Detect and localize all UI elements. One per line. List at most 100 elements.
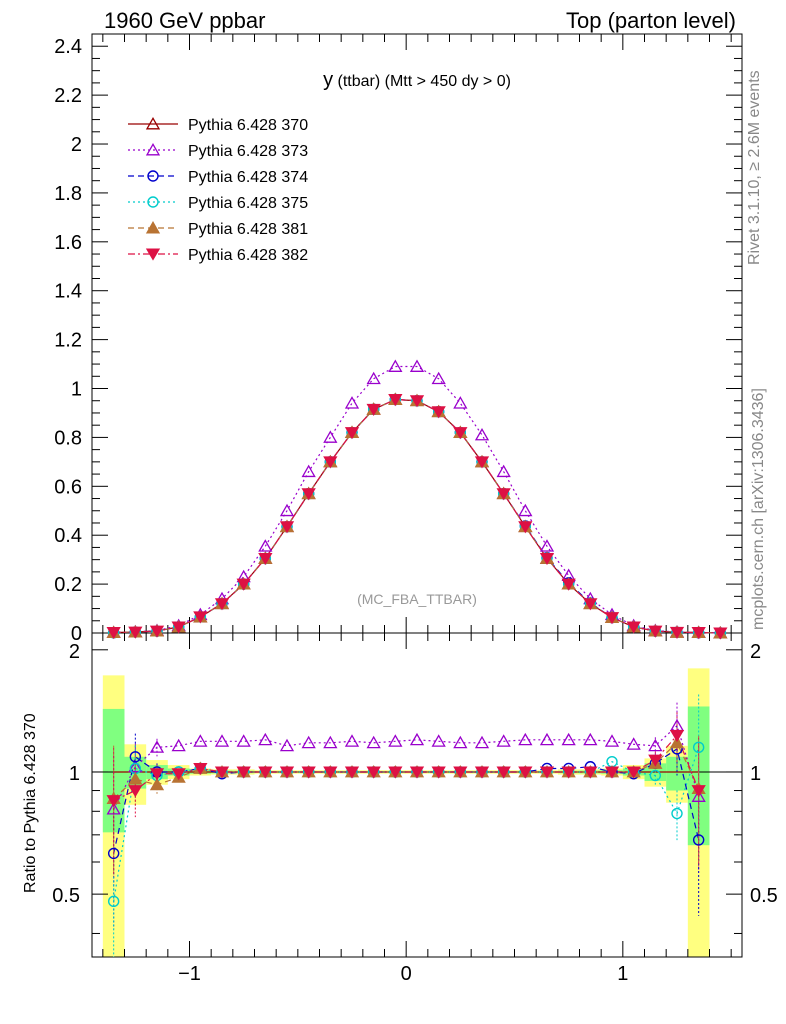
main-y-tick-label: 0.8 bbox=[54, 427, 82, 449]
data-point bbox=[431, 371, 446, 385]
data-point bbox=[648, 625, 663, 638]
data-point bbox=[344, 427, 360, 440]
ratio-point bbox=[149, 740, 165, 753]
x-tick-label: 0 bbox=[401, 963, 412, 985]
data-point bbox=[149, 625, 165, 638]
chart-text: 0 0.2 0.4 0.6 0.8 1 1.2 1.4 1.6 1.8 2 2.2 2.4 0.5 0.5 1… bbox=[52, 36, 778, 985]
ratio-point bbox=[561, 766, 576, 779]
data-point bbox=[366, 403, 381, 416]
data-point bbox=[518, 521, 533, 534]
error-bars bbox=[113, 694, 700, 957]
plot-title: y (ttbar) (Mtt > 450 dy > 0) bbox=[323, 69, 511, 91]
ratio-point bbox=[453, 735, 468, 749]
legend-entry: Pythia 6.428 381 bbox=[188, 221, 308, 238]
ratio-point bbox=[258, 732, 273, 746]
ratio-point bbox=[431, 766, 446, 779]
plot-title-rest: (ttbar) (Mtt > 450 dy > 0) bbox=[333, 73, 511, 90]
ratio-point bbox=[583, 732, 598, 746]
ratio-point bbox=[409, 732, 425, 746]
ratio-point bbox=[193, 763, 208, 776]
legend-entry: Pythia 6.428 374 bbox=[188, 169, 308, 186]
ratio-point bbox=[692, 741, 705, 754]
ratio-point bbox=[107, 847, 120, 860]
data-point bbox=[453, 427, 468, 440]
legend-marker bbox=[145, 142, 161, 156]
ratio-point bbox=[171, 738, 186, 752]
data-point bbox=[713, 627, 728, 640]
main-y-tick-label: 1.6 bbox=[54, 232, 82, 254]
ratio-point bbox=[649, 769, 662, 782]
series-markers bbox=[106, 359, 728, 908]
ratio-point bbox=[496, 734, 511, 747]
main-y-tick-label: 1.8 bbox=[54, 183, 82, 205]
ratio-point bbox=[561, 732, 576, 746]
data-point bbox=[496, 464, 511, 478]
data-point bbox=[583, 598, 598, 611]
ratio-point bbox=[107, 895, 120, 908]
data-point bbox=[453, 396, 468, 409]
ratio-point bbox=[691, 785, 706, 798]
ratio-point bbox=[344, 734, 360, 747]
ratio-point bbox=[604, 734, 620, 747]
band-green-bin bbox=[666, 756, 688, 791]
data-point bbox=[691, 627, 706, 640]
main-y-tick-label: 2.2 bbox=[54, 85, 82, 107]
legend-entry: Pythia 6.428 373 bbox=[188, 143, 308, 160]
main-y-tick-label: 1.2 bbox=[54, 330, 82, 352]
uncertainty-band-yellow bbox=[102, 668, 710, 957]
data-point bbox=[669, 626, 685, 639]
data-point bbox=[193, 611, 208, 624]
data-point bbox=[214, 598, 230, 611]
data-point bbox=[106, 627, 121, 640]
data-point bbox=[388, 394, 403, 407]
data-point bbox=[323, 456, 338, 469]
data-point bbox=[539, 552, 555, 566]
data-point bbox=[496, 488, 511, 501]
ratio-point bbox=[496, 766, 511, 779]
ratio-point bbox=[128, 759, 143, 773]
ratio-point bbox=[518, 766, 533, 779]
legend-marker bbox=[145, 116, 161, 130]
ratio-point bbox=[431, 734, 446, 747]
ratio-point bbox=[279, 738, 295, 752]
ratio-point bbox=[236, 766, 251, 779]
ratio-line bbox=[113, 724, 700, 810]
ratio-point bbox=[604, 766, 620, 779]
ratio-point bbox=[214, 734, 230, 747]
legend-marker bbox=[145, 248, 161, 261]
ratio-point bbox=[671, 807, 683, 820]
ratio-point bbox=[474, 735, 490, 749]
ratio-point bbox=[409, 766, 425, 779]
ratio-point bbox=[323, 735, 338, 749]
main-y-tick-label: 1.4 bbox=[54, 281, 82, 303]
data-point bbox=[409, 395, 425, 408]
ratio-point bbox=[214, 766, 230, 779]
ratio-point bbox=[474, 766, 490, 779]
data-point bbox=[128, 626, 143, 639]
ratio-y-tick-label-right: 2 bbox=[750, 641, 761, 663]
data-point bbox=[474, 456, 490, 469]
ratio-point bbox=[692, 834, 705, 846]
data-point bbox=[344, 396, 360, 409]
ratio-point bbox=[648, 738, 663, 752]
ratio-point bbox=[106, 802, 121, 815]
ratio-point bbox=[669, 735, 685, 749]
legend-marker bbox=[147, 170, 159, 182]
ratio-point bbox=[626, 766, 641, 779]
ratio-point bbox=[301, 766, 316, 779]
ratio-point bbox=[518, 732, 533, 746]
ratio-y-tick-label-left: 0.5 bbox=[52, 885, 80, 907]
legend-marker bbox=[145, 220, 161, 234]
legend-entry: Pythia 6.428 375 bbox=[188, 195, 308, 212]
ratio-y-tick-label-right: 0.5 bbox=[750, 885, 778, 907]
plot-title-main: y bbox=[323, 69, 333, 91]
ratio-point bbox=[301, 735, 316, 749]
ratio-point bbox=[366, 735, 381, 749]
main-y-tick-label: 0.6 bbox=[54, 476, 82, 498]
data-point bbox=[388, 359, 403, 372]
data-point bbox=[539, 539, 555, 552]
ratio-point bbox=[258, 766, 273, 779]
legend-marker bbox=[147, 196, 159, 208]
ratio-point bbox=[388, 734, 403, 747]
